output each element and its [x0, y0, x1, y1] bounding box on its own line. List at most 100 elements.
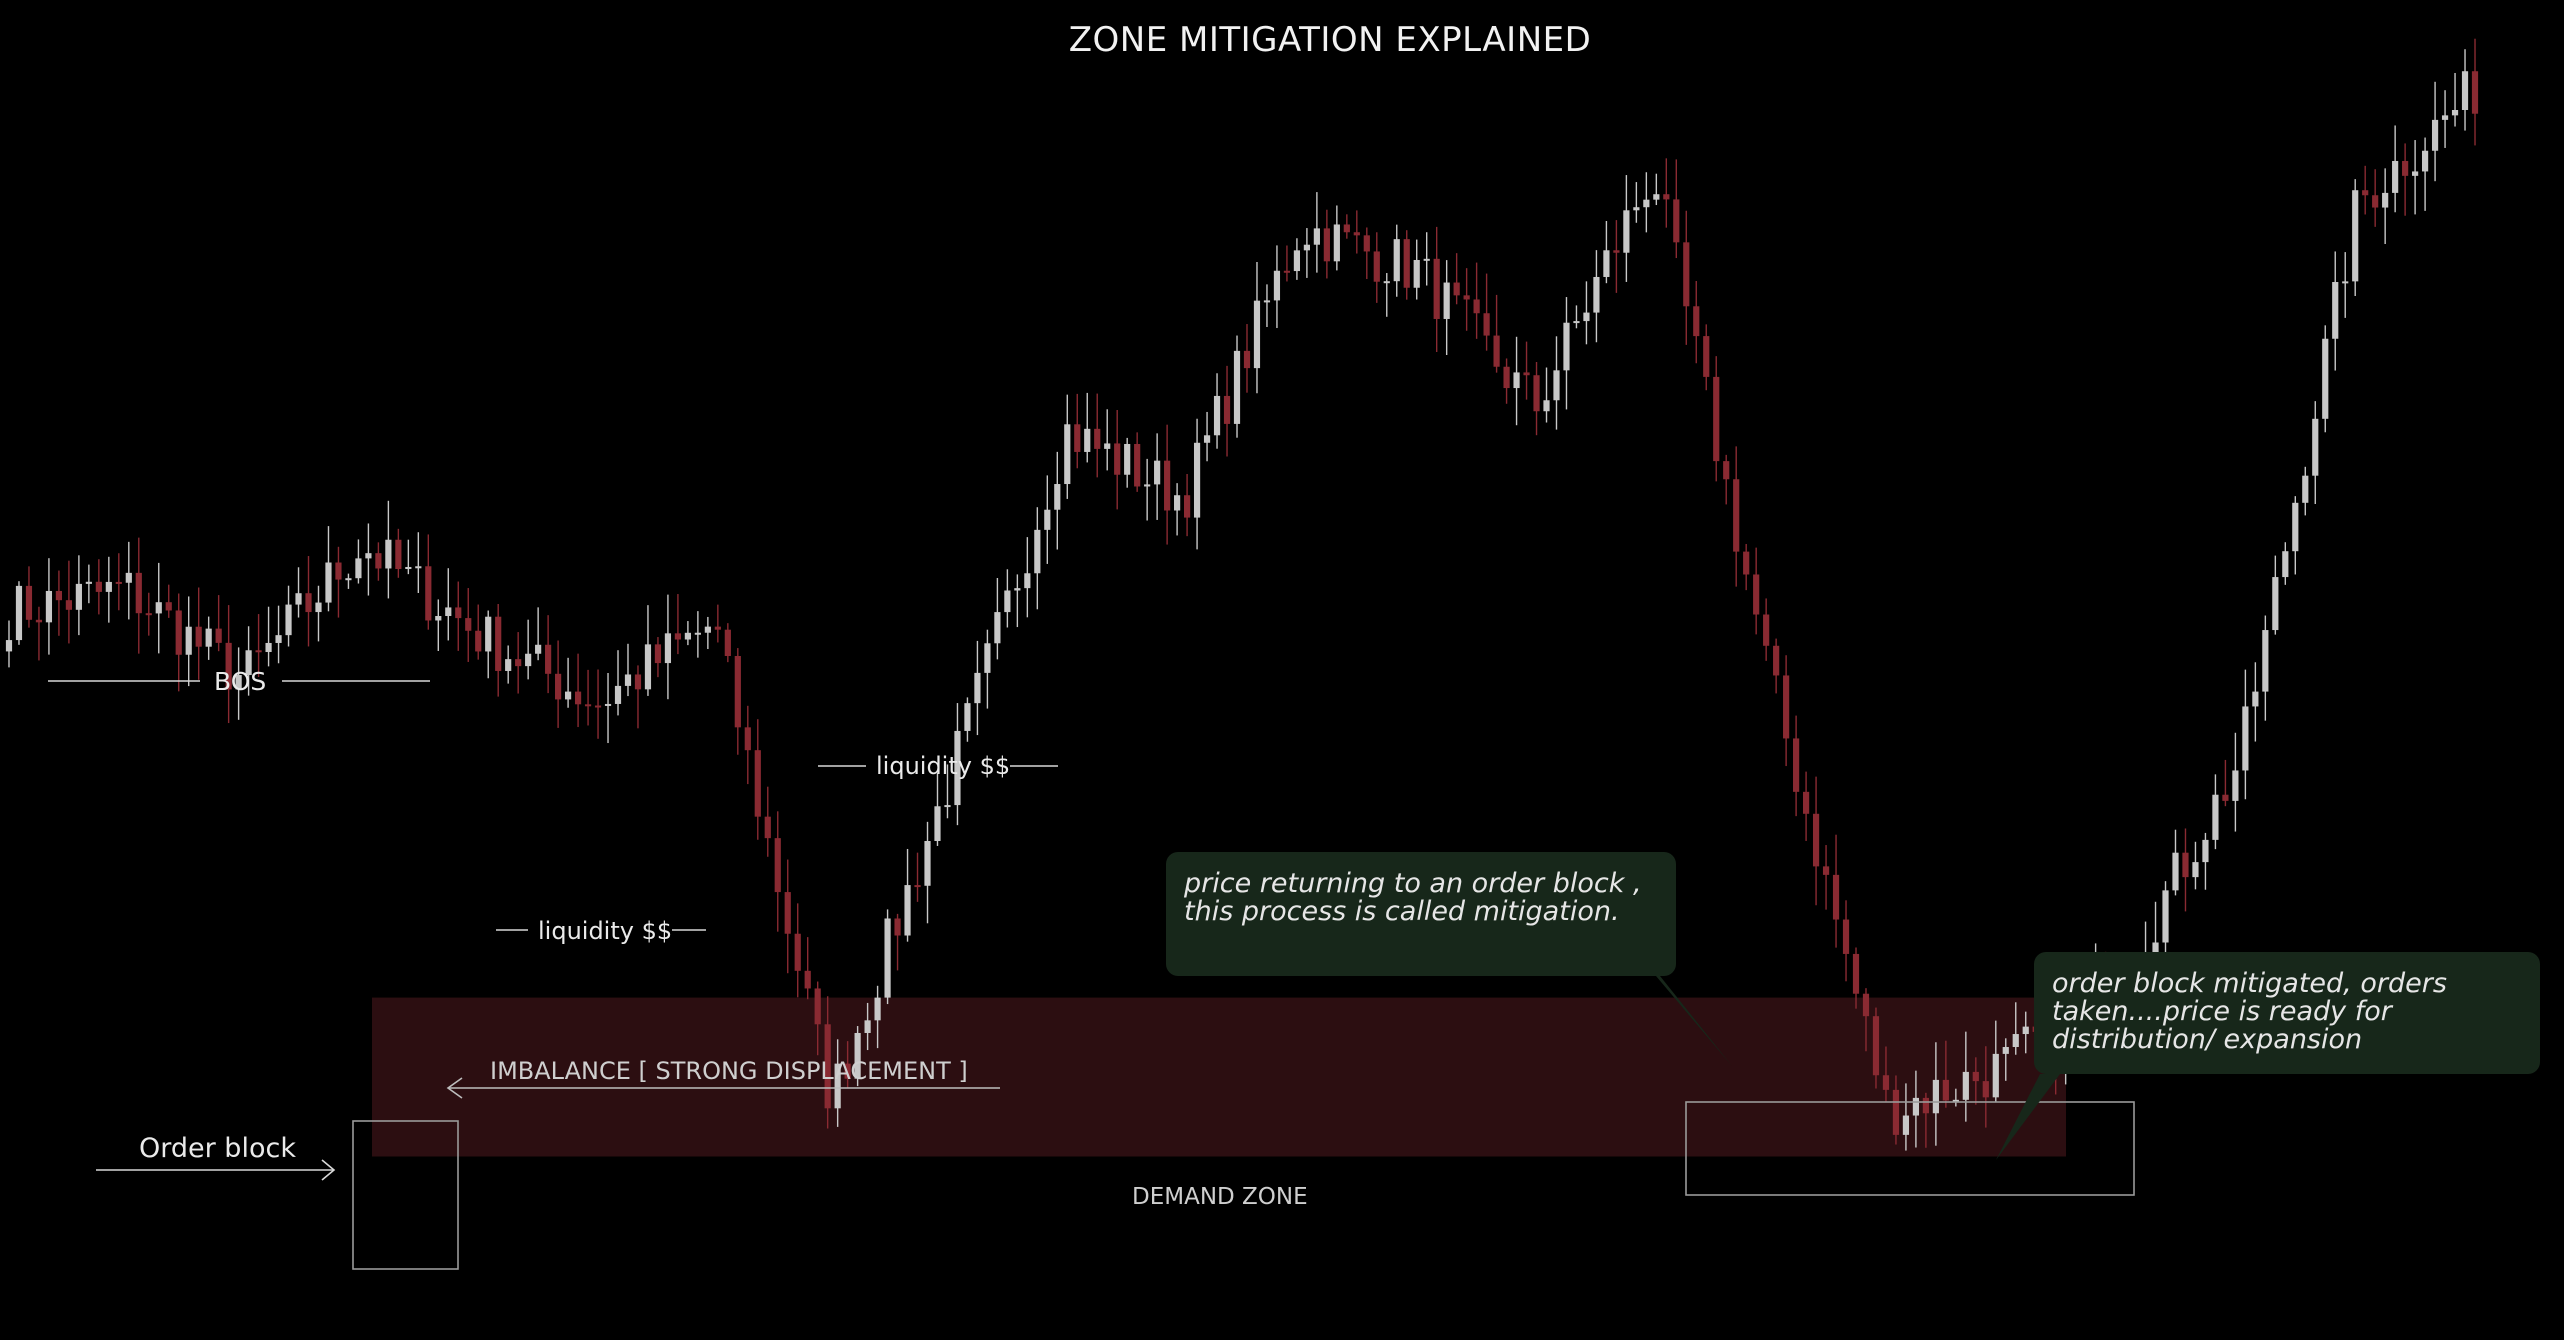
candle	[1743, 543, 1750, 591]
candle	[1393, 224, 1400, 297]
candle	[774, 811, 781, 932]
candle-body	[804, 970, 811, 989]
candle-body	[1074, 424, 1081, 452]
candle-body	[614, 685, 622, 704]
candle-body	[295, 593, 302, 605]
candle	[1323, 209, 1330, 279]
candle-body	[2172, 852, 2179, 891]
candle	[854, 1026, 861, 1087]
candle	[2282, 542, 2289, 585]
candle	[75, 555, 82, 636]
candle-body	[2152, 942, 2159, 957]
candle	[1763, 598, 1770, 661]
candle-body	[744, 727, 751, 751]
candle-body	[445, 607, 452, 617]
candle-body	[964, 703, 971, 731]
order-block-box	[352, 1120, 459, 1270]
candle	[1703, 324, 1710, 391]
candle-body	[1303, 244, 1310, 251]
candle-body	[1783, 675, 1790, 739]
candle	[1343, 214, 1350, 239]
candle	[874, 985, 881, 1049]
candle-body	[644, 644, 652, 690]
candle-body	[1862, 993, 1870, 1017]
candle	[5, 620, 13, 668]
candle-body	[764, 816, 771, 839]
candle-body	[2471, 71, 2479, 114]
candle-body	[1263, 300, 1271, 303]
candle-body	[1283, 270, 1291, 273]
candle	[1203, 411, 1211, 462]
candle	[1842, 900, 1850, 982]
candle-body	[684, 632, 691, 640]
candle-body	[924, 840, 931, 886]
candle-body	[2302, 475, 2309, 503]
candle-body	[2342, 281, 2349, 284]
candle	[1593, 250, 1600, 343]
expansion-callout-text: order block mitigated, orders taken....p…	[2052, 968, 2447, 1055]
candle-body	[485, 616, 492, 652]
candle-body	[2441, 115, 2449, 120]
candle-body	[2451, 109, 2459, 116]
candle	[754, 719, 761, 840]
candle-body	[954, 730, 961, 806]
candle-body	[2431, 119, 2439, 151]
mitigation-callout-text: price returning to an order block , this…	[1184, 868, 1642, 927]
candle	[2421, 137, 2429, 211]
candle-body	[2461, 71, 2469, 110]
candle-body	[355, 558, 362, 579]
candle-body	[2222, 794, 2229, 801]
candle	[924, 821, 931, 924]
candle	[2272, 555, 2279, 635]
candle	[2322, 325, 2329, 433]
candle	[814, 981, 821, 1056]
candle-body	[2382, 192, 2389, 208]
candle	[744, 705, 751, 785]
candle-body	[604, 703, 612, 706]
candle-body	[1483, 313, 1490, 336]
candle	[2012, 1002, 2019, 1055]
candle-body	[1084, 428, 1091, 452]
candle	[135, 537, 142, 654]
candle	[435, 599, 442, 651]
candle-body	[1523, 372, 1530, 376]
candle-body	[774, 838, 781, 893]
candle-body	[1982, 1081, 1989, 1098]
candle	[1174, 483, 1181, 536]
candle	[2431, 81, 2439, 182]
candle-body	[564, 691, 572, 700]
candle	[1193, 418, 1201, 550]
candle-body	[165, 602, 172, 611]
candle-body	[1842, 919, 1850, 954]
candle-body	[2182, 852, 2189, 878]
candle	[724, 623, 731, 663]
candle-body	[105, 581, 112, 592]
candle	[525, 619, 532, 680]
candle	[165, 584, 172, 618]
candle-body	[1024, 573, 1031, 589]
candle	[305, 556, 312, 647]
candle-body	[1104, 443, 1111, 449]
candle	[2332, 251, 2339, 371]
candle-body	[1034, 529, 1041, 574]
candle	[2212, 774, 2219, 850]
candle	[1882, 1046, 1890, 1103]
candle-body	[634, 674, 642, 690]
candle-body	[1114, 443, 1121, 475]
candle	[1912, 1070, 1920, 1148]
candle	[225, 605, 232, 724]
candle	[1413, 239, 1420, 300]
candle-body	[594, 705, 602, 708]
candle-body	[1573, 321, 1580, 324]
candle-body	[1713, 376, 1720, 462]
expansion-callout-bubble	[1996, 952, 2540, 1160]
candle-body	[1533, 375, 1540, 412]
candle	[1493, 294, 1500, 373]
candle-body	[2192, 862, 2199, 878]
candle	[1104, 409, 1111, 471]
candle	[914, 852, 921, 902]
candle-body	[864, 1020, 871, 1033]
candle-body	[1583, 312, 1590, 322]
candle-body	[874, 997, 881, 1021]
